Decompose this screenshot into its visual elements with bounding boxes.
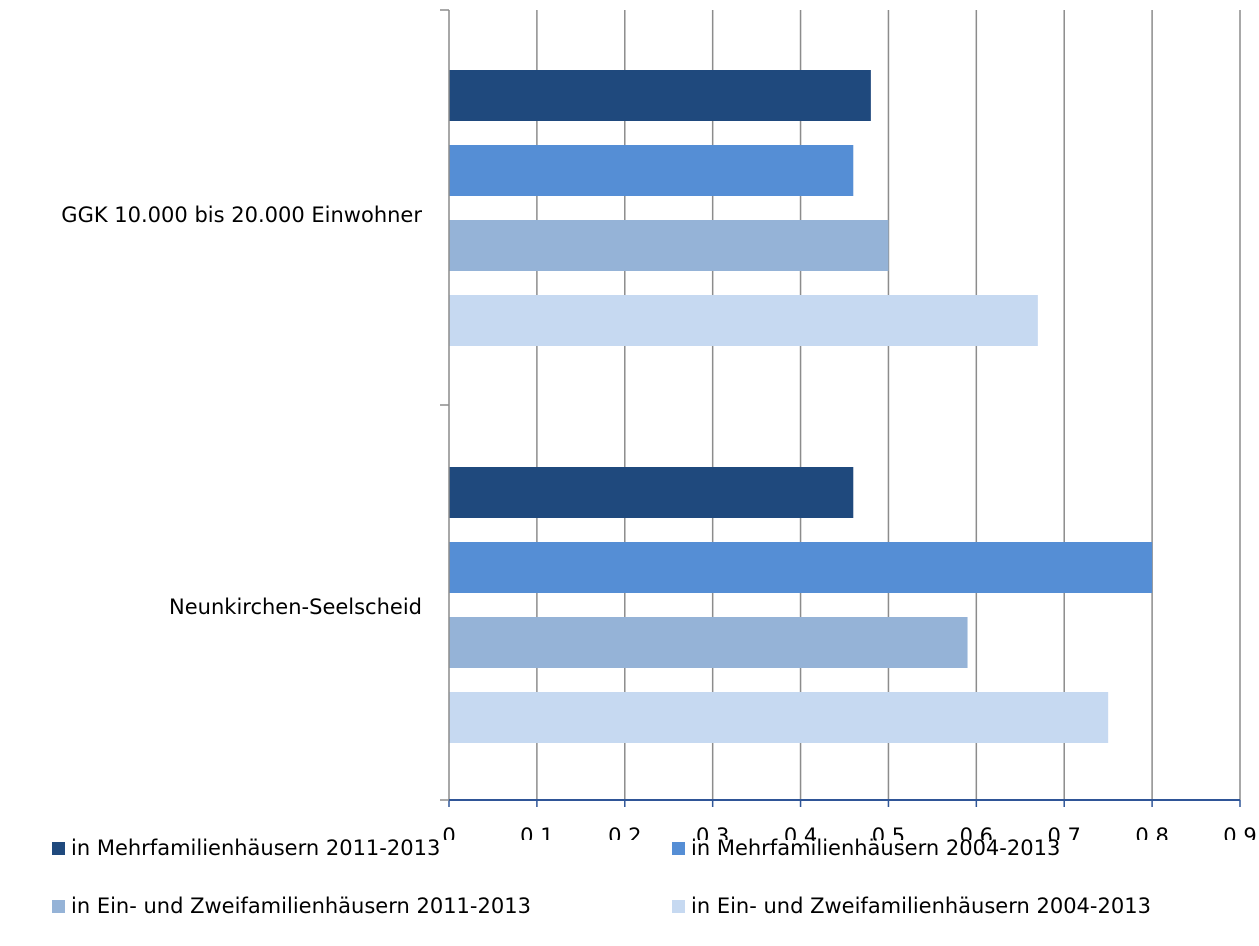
legend-label-0: in Mehrfamilienhäusern 2011-2013 xyxy=(71,836,441,860)
bar-1-3 xyxy=(449,692,1109,743)
x-tick-label-9: 0,9 xyxy=(1223,824,1256,840)
legend-item-3: in Ein- und Zweifamilienhäusern 2004-201… xyxy=(672,894,1151,918)
x-tick-label-7: 0,7 xyxy=(1048,824,1081,840)
x-tick-label-6: 0,6 xyxy=(960,824,993,840)
bar-0-2 xyxy=(449,220,889,271)
legend-swatch-1 xyxy=(672,841,685,855)
axes xyxy=(440,9,1241,807)
legend: in Mehrfamilienhäusern 2011-2013 in Mehr… xyxy=(0,836,1259,946)
bar-chart: GGK 10.000 bis 20.000 Einwohner Neunkirc… xyxy=(61,9,1257,840)
legend-item-1: in Mehrfamilienhäusern 2004-2013 xyxy=(672,836,1060,860)
gridlines xyxy=(536,10,1241,800)
legend-label-1: in Mehrfamilienhäusern 2004-2013 xyxy=(691,836,1061,860)
legend-swatch-2 xyxy=(52,899,65,913)
legend-item-2: in Ein- und Zweifamilienhäusern 2011-201… xyxy=(52,894,531,918)
legend-label-3: in Ein- und Zweifamilienhäusern 2004-201… xyxy=(691,894,1151,918)
legend-item-0: in Mehrfamilienhäusern 2011-2013 xyxy=(52,836,440,860)
legend-label-2: in Ein- und Zweifamilienhäusern 2011-201… xyxy=(71,894,531,918)
x-tick-labels: 0 0,1 0,2 0,3 0,4 0,5 0,6 0,7 0,8 0,9 xyxy=(442,824,1256,840)
bar-1-1 xyxy=(449,542,1153,593)
x-tick-label-1: 0,1 xyxy=(520,824,553,840)
bars xyxy=(449,70,1153,743)
category-label-0: GGK 10.000 bis 20.000 Einwohner xyxy=(61,203,422,227)
x-tick-label-2: 0,2 xyxy=(608,824,641,840)
x-tick-label-8: 0,8 xyxy=(1135,824,1168,840)
category-label-1: Neunkirchen-Seelscheid xyxy=(169,595,422,619)
bar-1-0 xyxy=(449,467,854,518)
bar-1-2 xyxy=(449,617,968,668)
x-tick-label-0: 0 xyxy=(442,824,455,840)
category-labels: GGK 10.000 bis 20.000 Einwohner Neunkirc… xyxy=(61,203,422,619)
bar-0-0 xyxy=(449,70,871,121)
bar-0-3 xyxy=(449,295,1038,346)
x-tick-label-4: 0,4 xyxy=(784,824,817,840)
x-tick-label-3: 0,3 xyxy=(696,824,729,840)
x-tick-label-5: 0,5 xyxy=(872,824,905,840)
legend-swatch-0 xyxy=(52,841,65,855)
bar-0-1 xyxy=(449,145,854,196)
legend-swatch-3 xyxy=(672,899,685,913)
